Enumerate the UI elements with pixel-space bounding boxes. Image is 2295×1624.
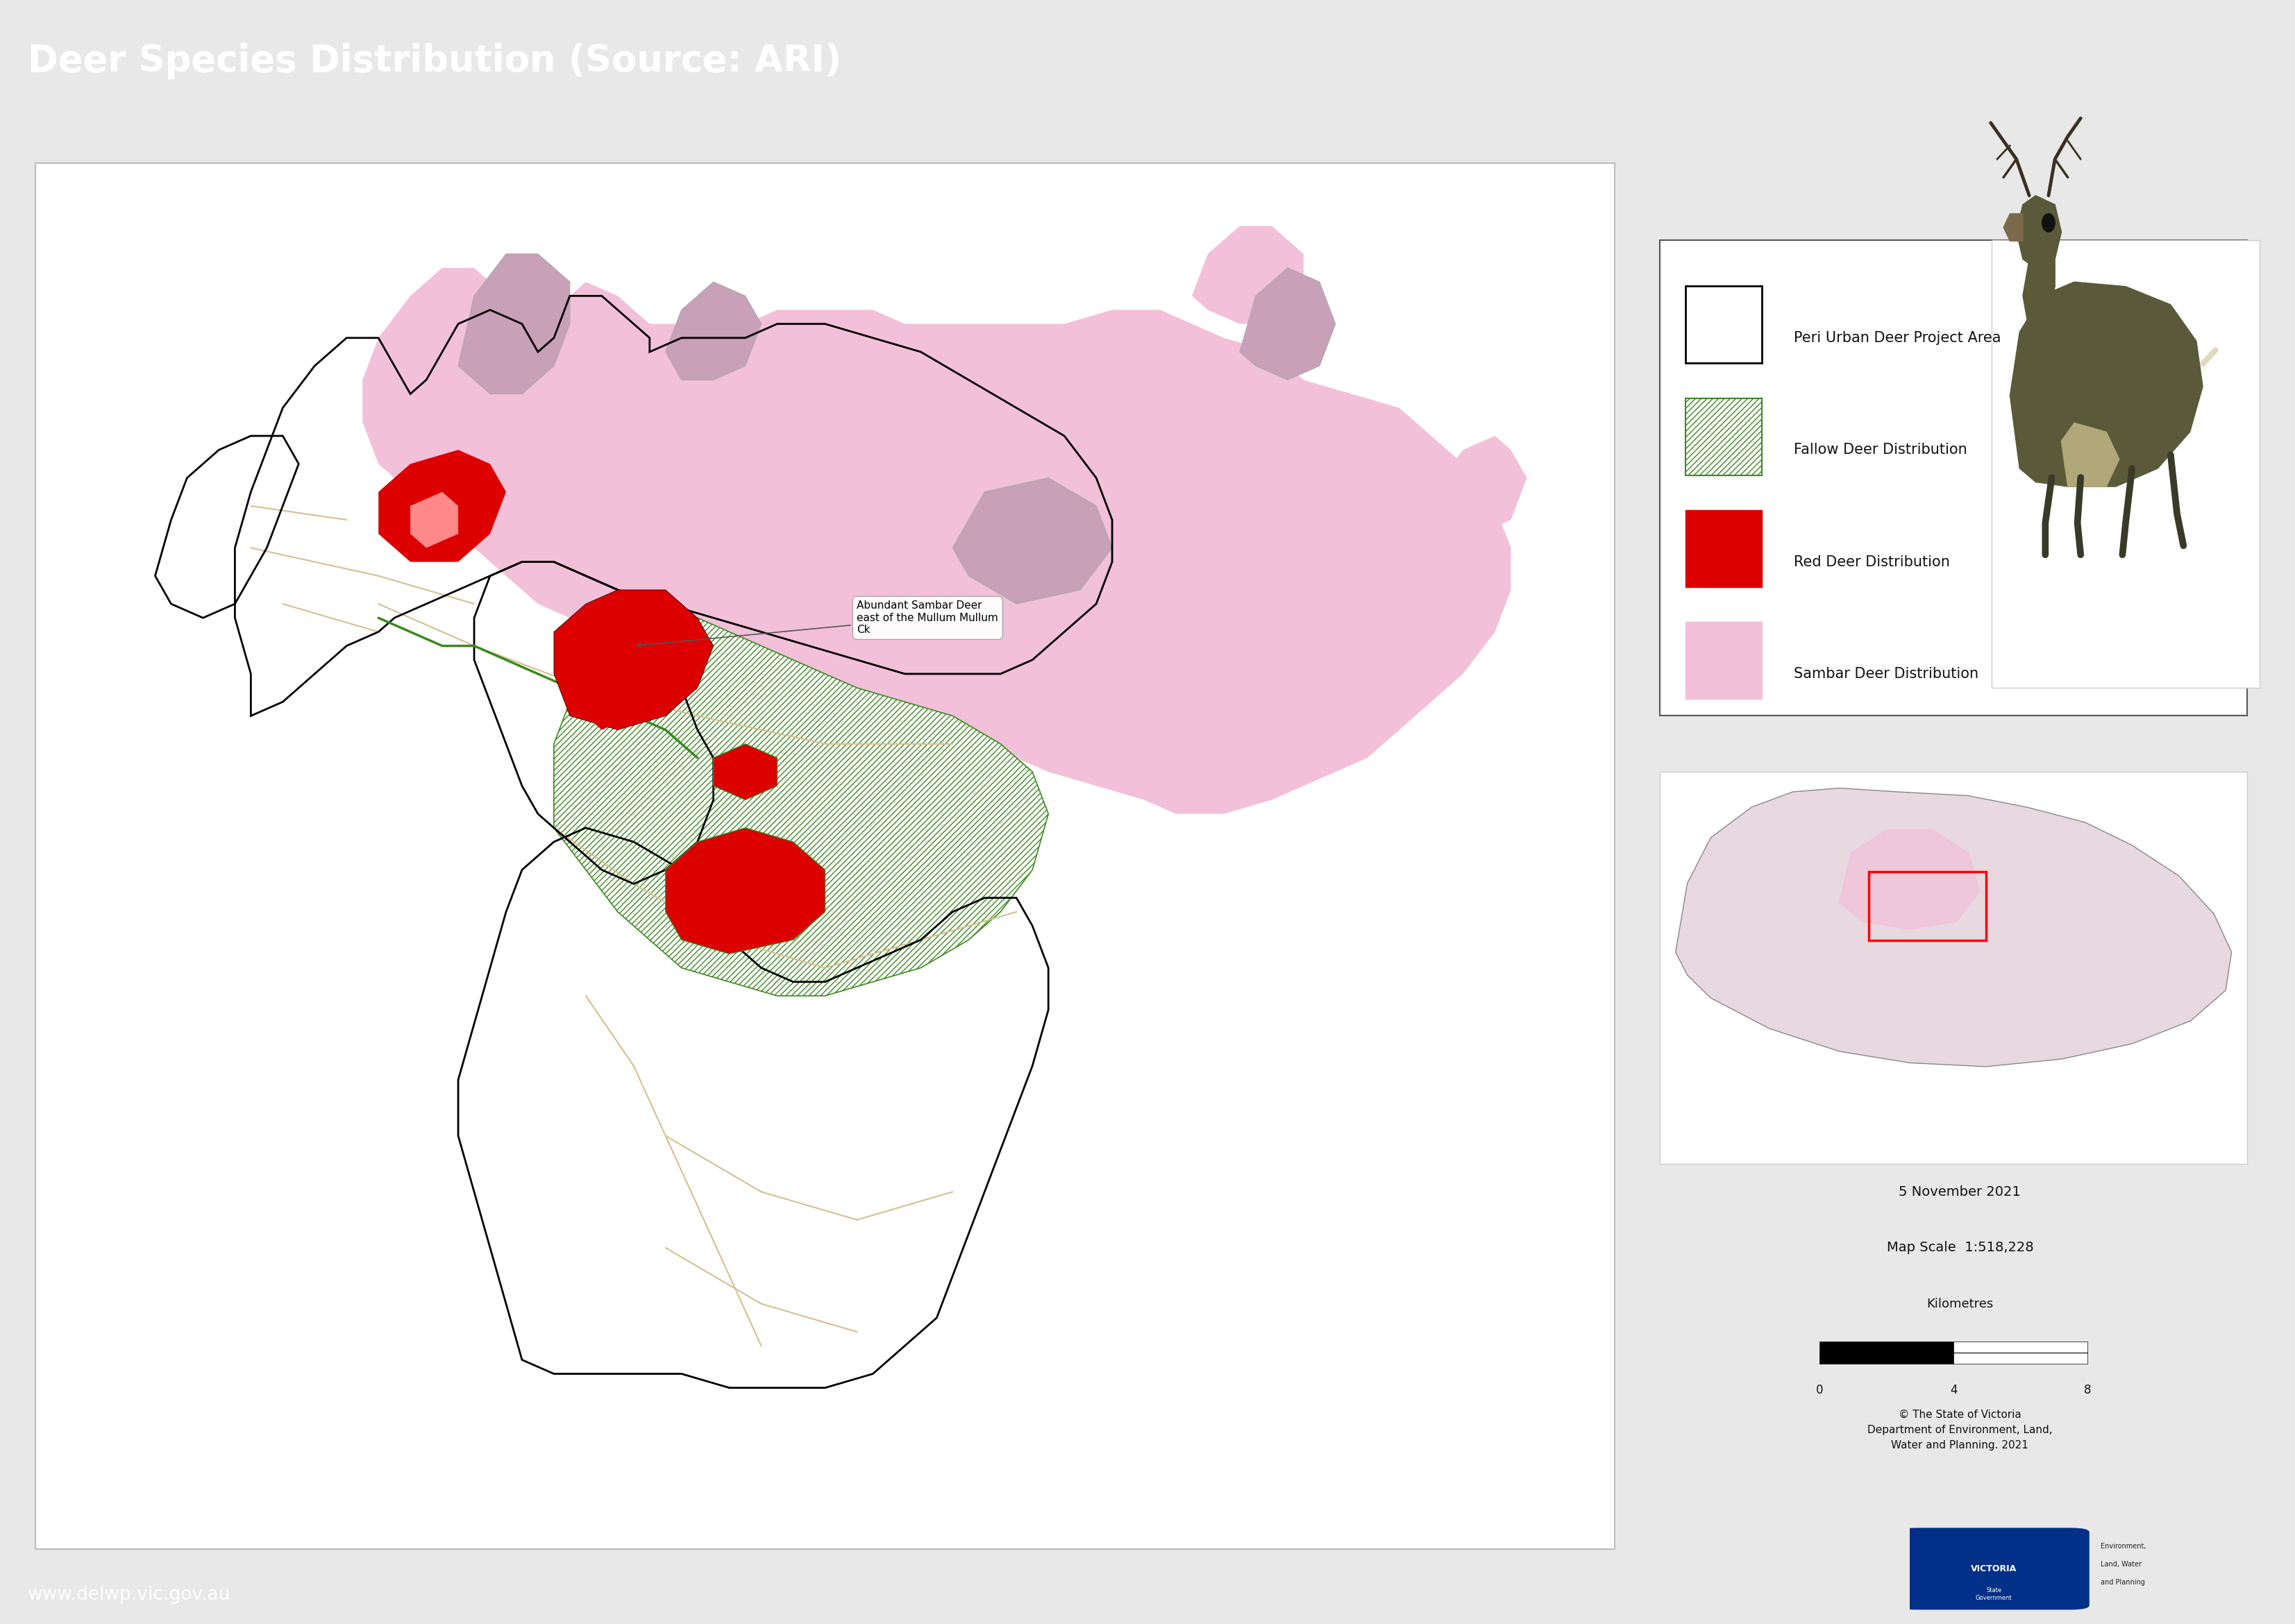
Bar (1685, 622, 1763, 698)
Text: Peri Urban Deer Project Area: Peri Urban Deer Project Area (1795, 331, 2001, 344)
Text: and Planning: and Planning (2100, 1579, 2146, 1587)
Text: www.delwp.vic.gov.au: www.delwp.vic.gov.au (28, 1585, 230, 1605)
Polygon shape (553, 590, 714, 729)
Text: Environment,: Environment, (2100, 1543, 2146, 1549)
Text: 5 November 2021: 5 November 2021 (1898, 1186, 2022, 1199)
Polygon shape (459, 253, 569, 395)
Circle shape (2043, 214, 2054, 232)
Text: Fallow Deer Distribution: Fallow Deer Distribution (1795, 443, 1967, 456)
Polygon shape (379, 450, 507, 562)
Bar (1685, 286, 1763, 364)
Text: Sambar Deer Distribution: Sambar Deer Distribution (1795, 667, 1978, 680)
Text: State
Government: State Government (1976, 1588, 2013, 1601)
Text: Map Scale  1:518,228: Map Scale 1:518,228 (1886, 1241, 2033, 1254)
Bar (1953, 1341, 2088, 1364)
Polygon shape (363, 268, 1510, 814)
Bar (1685, 510, 1763, 586)
Polygon shape (1841, 830, 1981, 929)
Text: 8: 8 (2084, 1384, 2091, 1397)
Text: Kilometres: Kilometres (1926, 1298, 1994, 1311)
Polygon shape (2022, 240, 2054, 331)
Polygon shape (1432, 435, 1526, 534)
Bar (1820, 1341, 1953, 1364)
Polygon shape (2004, 214, 2022, 240)
Polygon shape (666, 828, 826, 953)
Polygon shape (2017, 195, 2061, 268)
Bar (1868, 872, 1985, 940)
Polygon shape (666, 283, 762, 380)
Polygon shape (411, 492, 459, 547)
Polygon shape (1675, 788, 2231, 1067)
Text: 0: 0 (1815, 1384, 1822, 1397)
Bar (1992, 240, 2261, 689)
Polygon shape (553, 617, 1049, 996)
Text: Abundant Sambar Deer
east of the Mullum Mullum
Ck: Abundant Sambar Deer east of the Mullum … (636, 601, 998, 648)
Bar (1659, 771, 2247, 1164)
Text: VICTORIA: VICTORIA (1971, 1564, 2017, 1574)
Polygon shape (2010, 283, 2203, 487)
Text: Land, Water: Land, Water (2100, 1561, 2141, 1567)
Polygon shape (952, 477, 1113, 604)
Bar (1685, 398, 1763, 476)
Polygon shape (2061, 422, 2118, 487)
Text: © The State of Victoria
Department of Environment, Land,
Water and Planning. 202: © The State of Victoria Department of En… (1868, 1410, 2052, 1450)
FancyBboxPatch shape (1898, 1528, 2088, 1609)
Text: Deer Species Distribution (Source: ARI): Deer Species Distribution (Source: ARI) (28, 44, 842, 80)
Polygon shape (1239, 268, 1336, 380)
Polygon shape (1191, 226, 1304, 323)
Text: Red Deer Distribution: Red Deer Distribution (1795, 555, 1951, 568)
Text: 4: 4 (1951, 1384, 1958, 1397)
Bar (1659, 240, 2247, 716)
Polygon shape (714, 744, 778, 801)
Polygon shape (585, 674, 649, 729)
